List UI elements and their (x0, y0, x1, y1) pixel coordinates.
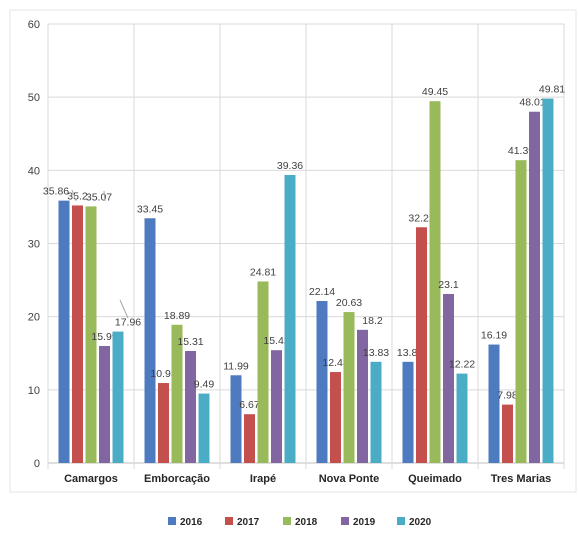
data-label: 35.07 (86, 191, 112, 203)
data-label: 33.45 (137, 203, 163, 215)
chart-frame (9, 9, 577, 493)
bar-2018-tres-marias (515, 160, 527, 464)
y-tick-label: 50 (28, 92, 40, 104)
bar-2017-queimado (416, 227, 427, 463)
data-label: 16.19 (481, 330, 507, 342)
label-leader-line (119, 299, 129, 319)
data-label: 9.49 (194, 379, 215, 391)
bar-2020-irapé (284, 175, 296, 464)
data-label: 24.81 (250, 266, 276, 278)
data-label: 35.86 (43, 186, 69, 198)
data-label: 49.45 (422, 86, 448, 98)
label-leader-line (103, 190, 106, 202)
data-label: 20.63 (336, 297, 362, 309)
bar-2017-emborcação (158, 383, 169, 463)
data-label: 22.14 (309, 286, 335, 298)
bar-2018-queimado (429, 101, 441, 464)
legend-swatch-2016 (168, 517, 176, 525)
data-label: 39.36 (277, 160, 303, 172)
bar-2019-tres-marias (529, 111, 540, 463)
bar-2020-queimado (456, 373, 468, 463)
bar-2019-queimado (443, 293, 454, 463)
bar-2016-irapé (230, 375, 242, 463)
data-label: 32.22 (408, 212, 434, 224)
x-tick-label: Irapé (250, 473, 276, 485)
bar-2018-irapé (257, 281, 269, 463)
data-label: 18.89 (164, 310, 190, 322)
legend-swatch-2018 (283, 517, 291, 525)
bar-2019-nova-ponte (357, 329, 368, 463)
bar-2016-camargos (58, 200, 70, 463)
legend-label-2016: 2016 (180, 517, 203, 528)
data-label: 18.2 (362, 315, 383, 327)
data-label: 35.2 (67, 190, 88, 202)
data-label: 13.83 (363, 347, 389, 359)
data-label: 6.67 (239, 399, 260, 411)
data-label: 49.81 (539, 84, 565, 96)
y-tick-label: 60 (28, 19, 40, 31)
data-label: 10.93 (150, 368, 176, 380)
x-tick-label: Tres Marias (491, 473, 552, 485)
data-label: 41.39 (508, 145, 534, 157)
bar-2020-nova-ponte (370, 361, 382, 463)
label-leader-line (71, 189, 77, 202)
data-label: 48.01 (519, 97, 545, 109)
bar-2017-tres-marias (502, 404, 513, 463)
legend-swatch-2020 (397, 517, 405, 525)
y-tick-label: 20 (28, 312, 40, 324)
legend-swatch-2017 (225, 517, 233, 525)
legend-label-2018: 2018 (295, 517, 318, 528)
y-tick-label: 30 (28, 239, 40, 251)
data-label: 17.96 (115, 317, 141, 329)
bar-2017-camargos (72, 205, 83, 463)
bar-2018-emborcação (171, 324, 183, 463)
data-label: 12.43 (322, 357, 348, 369)
bar-2016-nova-ponte (316, 301, 328, 463)
bar-2019-camargos (99, 346, 110, 463)
data-label: 7.98 (497, 390, 518, 402)
bar-2020-tres-marias (542, 98, 554, 464)
x-tick-label: Emborcação (144, 473, 210, 485)
bar-2020-emborcação (198, 393, 210, 463)
legend-label-2020: 2020 (409, 517, 432, 528)
data-label: 23.1 (438, 279, 459, 291)
bar-2016-tres-marias (488, 344, 500, 463)
data-label: 11.99 (223, 360, 249, 372)
y-tick-label: 40 (28, 165, 40, 177)
bar-2017-nova-ponte (330, 372, 341, 463)
bar-2018-nova-ponte (343, 312, 355, 463)
bar-2019-emborcação (185, 350, 196, 463)
x-tick-label: Camargos (64, 473, 118, 485)
bar-2017-irapé (244, 414, 255, 463)
bar-2020-camargos (112, 331, 124, 463)
bar-2019-irapé (271, 350, 282, 463)
legend-label-2017: 2017 (237, 517, 260, 528)
legend-swatch-2019 (341, 517, 349, 525)
data-label: 15.31 (177, 336, 203, 348)
data-label: 12.22 (449, 359, 475, 371)
data-label: 15.99 (91, 331, 117, 343)
legend-label-2019: 2019 (353, 517, 376, 528)
bar-2018-camargos (85, 206, 97, 464)
bar-2016-emborcação (144, 218, 156, 463)
x-tick-label: Queimado (408, 473, 462, 485)
y-tick-label: 0 (34, 458, 40, 470)
x-tick-label: Nova Ponte (319, 473, 380, 485)
y-tick-label: 10 (28, 385, 40, 397)
data-label: 15.42 (263, 335, 289, 347)
bar-2016-queimado (402, 361, 414, 463)
